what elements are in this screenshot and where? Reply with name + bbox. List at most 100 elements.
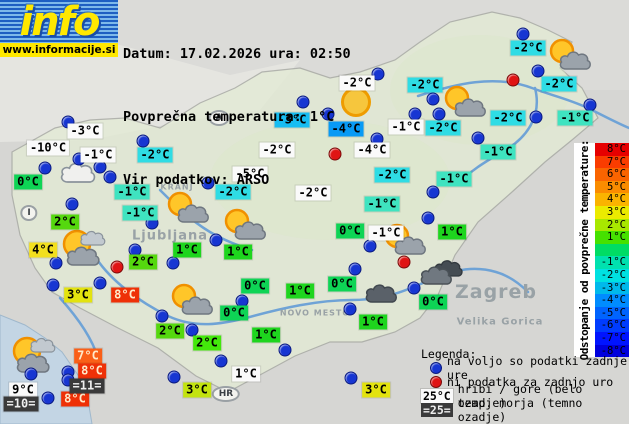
temperature-label: -2°C bbox=[259, 142, 295, 158]
city-label: Ljubljana bbox=[131, 228, 209, 244]
header-source-line: Vir podatkov: ARSO bbox=[123, 172, 270, 188]
temperature-label: 1°C bbox=[286, 283, 314, 299]
header-date-line: Datum: 17.02.2026 ura: 02:50 bbox=[123, 46, 351, 62]
station-status-dot-blue bbox=[65, 197, 79, 211]
temperature-label: -2°C bbox=[137, 147, 173, 163]
legend-blue-dot-icon bbox=[430, 362, 442, 374]
header-avg-temp-line: Povprečna temperatura: 1°C bbox=[123, 109, 335, 125]
temperature-label: -1°C bbox=[480, 144, 516, 160]
temperature-label: -2°C bbox=[490, 110, 526, 126]
temperature-label: 0°C bbox=[328, 276, 356, 292]
temperature-label: -10°C bbox=[26, 140, 70, 156]
station-status-dot-blue bbox=[426, 185, 440, 199]
temperature-label: 1°C bbox=[359, 314, 387, 330]
temperature-label: 1°C bbox=[232, 366, 260, 382]
road-sign: I bbox=[20, 205, 38, 221]
logo-website-link[interactable]: www.informacije.si bbox=[0, 43, 118, 57]
temperature-label: 0°C bbox=[241, 278, 269, 294]
station-status-dot-blue bbox=[209, 233, 223, 247]
temperature-label: 4°C bbox=[29, 242, 57, 258]
temperature-label: 1°C bbox=[438, 224, 466, 240]
temperature-label: 1°C bbox=[252, 327, 280, 343]
legend-row-missing: ni podatka za zadnjo uro bbox=[421, 375, 629, 389]
legend-red-dot-icon bbox=[430, 376, 442, 388]
sun-clouds-icon bbox=[7, 334, 63, 376]
temperature-label: -2°C bbox=[374, 167, 410, 183]
temperature-label: -1°C bbox=[368, 225, 404, 241]
sun-cloud-icon bbox=[168, 282, 216, 318]
station-status-dot-blue bbox=[93, 276, 107, 290]
station-status-dot-blue bbox=[426, 92, 440, 106]
temperature-label: -1°C bbox=[388, 119, 424, 135]
logo-wordmark: info bbox=[19, 0, 100, 43]
legend-mountain-sample: 25°C bbox=[421, 389, 453, 403]
temperature-label: 0°C bbox=[220, 305, 248, 321]
temperature-label: 8°C bbox=[78, 363, 106, 379]
station-status-dot-blue bbox=[321, 107, 335, 121]
station-status-dot-blue bbox=[363, 239, 377, 253]
station-status-dot-red bbox=[328, 147, 342, 161]
station-status-dot-blue bbox=[371, 67, 385, 81]
temperature-label: 9°C bbox=[9, 382, 37, 398]
temperature-label: -2°C bbox=[295, 185, 331, 201]
station-status-dot-blue bbox=[531, 64, 545, 78]
station-status-dot-red bbox=[506, 73, 520, 87]
temperature-label: 8°C bbox=[111, 287, 139, 303]
scale-title-text: Odstopanje od povprečne temperature: bbox=[578, 139, 591, 361]
station-status-dot-blue bbox=[103, 170, 117, 184]
road-sign: A bbox=[208, 110, 230, 126]
temperature-label: 2°C bbox=[51, 214, 79, 230]
temperature-label: -2°C bbox=[407, 77, 443, 93]
scale-entry: 1°C bbox=[595, 231, 629, 244]
temperature-label: -1°C bbox=[122, 205, 158, 221]
temperature-label: -5°C bbox=[232, 166, 268, 182]
temperature-label: -4°C bbox=[354, 142, 390, 158]
scale-entry: 7°C bbox=[595, 155, 629, 169]
temperature-label: -3°C bbox=[67, 123, 103, 139]
scale-entry: -3°C bbox=[595, 281, 629, 295]
station-status-dot-blue bbox=[529, 110, 543, 124]
scale-entry: -6°C bbox=[595, 319, 629, 332]
scale-entry: -4°C bbox=[595, 294, 629, 307]
sun-cloud-icon bbox=[546, 37, 594, 73]
scale-entry: -8°C bbox=[595, 344, 629, 358]
station-status-dot-blue bbox=[348, 262, 362, 276]
station-status-dot-blue bbox=[24, 367, 38, 381]
legend-row-sea: =25= temp. morja (temno ozadje) bbox=[421, 396, 629, 424]
city-label: Velika Gorica bbox=[456, 316, 544, 328]
temperature-label: -1°C bbox=[557, 110, 593, 126]
temperature-label: -2°C bbox=[510, 40, 546, 56]
temperature-label: -1°C bbox=[364, 196, 400, 212]
scale-entry: 8°C bbox=[595, 143, 629, 156]
temperature-label: =11= bbox=[69, 378, 105, 394]
temperature-label: 0°C bbox=[336, 223, 364, 239]
station-status-dot-blue bbox=[278, 343, 292, 357]
legend: Legenda: na voljo so podatki zadnje ure … bbox=[421, 347, 629, 424]
station-status-dot-blue bbox=[185, 323, 199, 337]
temperature-label: 1°C bbox=[224, 244, 252, 260]
station-status-dot-blue bbox=[296, 95, 310, 109]
legend-row-available: na voljo so podatki zadnje ure bbox=[421, 354, 629, 382]
scale-entry: 6°C bbox=[595, 168, 629, 181]
scale-entry: 4°C bbox=[595, 193, 629, 206]
station-status-dot-red bbox=[397, 255, 411, 269]
temperature-label: -2°C bbox=[541, 76, 577, 92]
temperature-label: 7°C bbox=[74, 348, 102, 364]
station-status-dot-blue bbox=[201, 176, 215, 190]
logo-stripes: info bbox=[0, 0, 118, 43]
scale-entry bbox=[595, 243, 629, 257]
legend-row-mountain: 25°C hribi / gore (belo ozadje) bbox=[421, 382, 629, 410]
scale-entry: -5°C bbox=[595, 306, 629, 320]
temperature-label: -2°C bbox=[339, 75, 375, 91]
sun-cloud-icon bbox=[221, 207, 269, 243]
city-label: Zagreb bbox=[454, 281, 538, 303]
site-logo[interactable]: info www.informacije.si bbox=[0, 0, 118, 57]
temperature-label: -1°C bbox=[80, 147, 116, 163]
temperature-label: 3°C bbox=[183, 382, 211, 398]
station-status-dot-blue bbox=[344, 371, 358, 385]
scale-entry: -7°C bbox=[595, 331, 629, 345]
scale-entry: 2°C bbox=[595, 218, 629, 232]
temperature-label: -2°C bbox=[215, 184, 251, 200]
temperature-label: 0°C bbox=[14, 174, 42, 190]
